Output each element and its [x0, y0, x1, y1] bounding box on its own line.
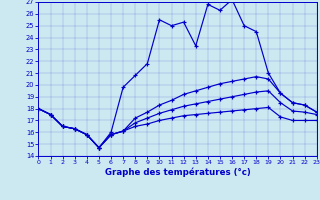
X-axis label: Graphe des températures (°c): Graphe des températures (°c): [105, 168, 251, 177]
